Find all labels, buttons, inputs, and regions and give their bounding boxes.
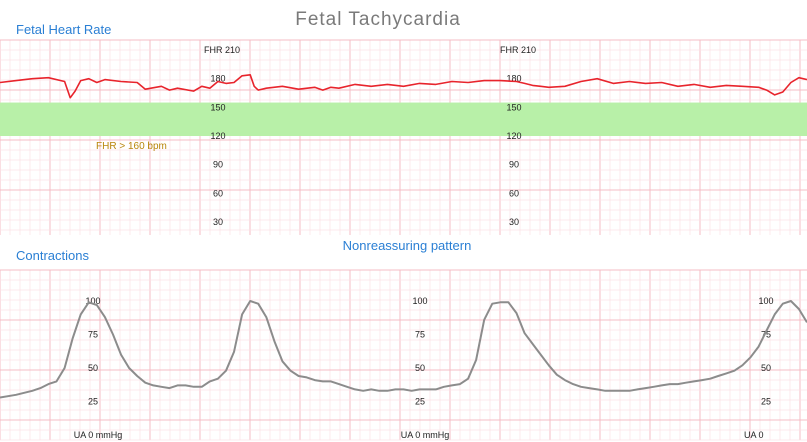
fhr-tick-label: 90 xyxy=(213,160,223,170)
fhr-tick-label: 150 xyxy=(210,102,225,112)
fhr-grid xyxy=(0,39,807,235)
fhr-tick-label: 60 xyxy=(509,188,519,198)
paper-grid xyxy=(0,39,807,441)
ua-tick-label: 100 xyxy=(85,296,100,306)
ua-tick-label: 25 xyxy=(761,397,771,407)
ua-tick-labels: 100 75 50 25 100 75 50 25 100 75 50 25 xyxy=(85,296,773,407)
ua-tick-label: 100 xyxy=(412,296,427,306)
ua-tick-label: 50 xyxy=(761,363,771,373)
fhr-tick-label: 180 xyxy=(210,74,225,84)
fhr-top-label: FHR 210 xyxy=(500,45,536,55)
fhr-tick-label: 60 xyxy=(213,188,223,198)
ua-tick-label: 25 xyxy=(415,397,425,407)
fhr-tick-label: 120 xyxy=(210,131,225,141)
fhr-tick-label: 30 xyxy=(213,217,223,227)
ua-baseline-label: UA 0 mmHg xyxy=(74,430,123,440)
fhr-band-label: FHR > 160 bpm xyxy=(96,141,167,152)
fhr-tick-label: 90 xyxy=(509,160,519,170)
ua-baseline-label: UA 0 xyxy=(744,430,764,440)
ua-tick-label: 100 xyxy=(758,296,773,306)
fhr-tick-label: 30 xyxy=(509,217,519,227)
ua-tick-label: 25 xyxy=(88,397,98,407)
ua-tick-label: 50 xyxy=(88,363,98,373)
fhr-normal-band xyxy=(0,102,807,136)
fhr-tick-label: 180 xyxy=(506,74,521,84)
ua-tick-label: 50 xyxy=(415,363,425,373)
fhr-tick-label: 120 xyxy=(506,131,521,141)
fhr-section-label: Fetal Heart Rate xyxy=(16,22,111,37)
contractions-section-label: Contractions xyxy=(16,248,89,263)
ua-baseline-label: UA 0 mmHg xyxy=(401,430,450,440)
ua-grid xyxy=(0,269,807,441)
ua-tick-label: 75 xyxy=(415,330,425,340)
fhr-tick-labels: FHR 210 180 150 120 90 60 30 FHR 210 180 150 120 90… xyxy=(204,45,536,227)
ua-series-line xyxy=(0,300,807,399)
ua-baseline-labels: UA 0 mmHg UA 0 mmHg UA 0 xyxy=(74,430,764,440)
fhr-series-line xyxy=(0,74,807,99)
ua-tick-label: 75 xyxy=(761,330,771,340)
chart-subtitle: Nonreassuring pattern xyxy=(343,238,472,253)
fhr-tick-label: 150 xyxy=(506,102,521,112)
chart-title: Fetal Tachycardia xyxy=(295,9,461,30)
fhr-top-label: FHR 210 xyxy=(204,45,240,55)
ua-tick-label: 75 xyxy=(88,330,98,340)
